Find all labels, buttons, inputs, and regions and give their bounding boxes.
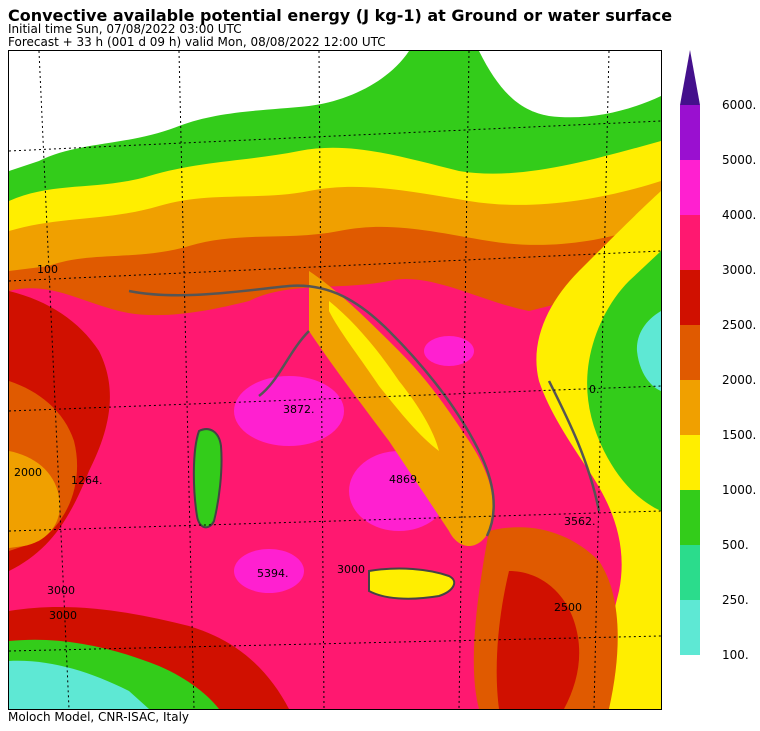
contour-label-2000-west: 2000 bbox=[14, 466, 42, 479]
max-label-5394: 5394. bbox=[257, 567, 289, 580]
contour-label-2500: 2500 bbox=[554, 601, 582, 614]
contour-label-100: 100 bbox=[37, 263, 58, 276]
colorbar-segment-3000 bbox=[680, 215, 700, 270]
chart-title: Convective available potential energy (J… bbox=[8, 6, 673, 25]
colorbar-segment-500 bbox=[680, 490, 700, 545]
colorbar-tick-6000: 6000. bbox=[722, 98, 757, 112]
cape-field: 2000 1264. 3000 3000 3872. 4869. 5394. 3… bbox=[9, 51, 661, 709]
initial-time: Initial time Sun, 07/08/2022 03:00 UTC bbox=[8, 22, 242, 36]
red-area-southeast bbox=[496, 571, 580, 709]
model-credit: Moloch Model, CNR-ISAC, Italy bbox=[8, 710, 190, 724]
colorbar-tick-2500: 2500. bbox=[722, 318, 757, 332]
colorbar bbox=[680, 50, 700, 655]
contour-label-3000-c: 3000 bbox=[337, 563, 365, 576]
colorbar-segment-1000 bbox=[680, 435, 700, 490]
colorbar-tick-500: 500. bbox=[722, 538, 749, 552]
white-area-northeast bbox=[479, 51, 661, 118]
colorbar-segment-5000 bbox=[680, 105, 700, 160]
colorbar-segment-2000 bbox=[680, 325, 700, 380]
peninsula-yellow bbox=[329, 301, 439, 451]
max-label-3562: 3562. bbox=[564, 515, 596, 528]
max-label-4869: 4869. bbox=[389, 473, 421, 486]
colorbar-tick-100: 100. bbox=[722, 648, 749, 662]
cape-map: 2000 1264. 3000 3000 3872. 4869. 5394. 3… bbox=[8, 50, 662, 710]
amber-area-west bbox=[9, 451, 60, 548]
colorbar-tick-2000: 2000. bbox=[722, 373, 757, 387]
colorbar-cap-6000 bbox=[680, 50, 700, 105]
colorbar-tick-1500: 1500. bbox=[722, 428, 757, 442]
colorbar-tick-5000: 5000. bbox=[722, 153, 757, 167]
contour-label-3000-b: 3000 bbox=[49, 609, 77, 622]
magenta-maximum-south bbox=[234, 549, 304, 593]
contour-label-3000-a: 3000 bbox=[47, 584, 75, 597]
colorbar-segment-100 bbox=[680, 600, 700, 655]
max-label-1264: 1264. bbox=[71, 474, 103, 487]
map-labels-group: 2000 1264. 3000 3000 3872. 4869. 5394. 3… bbox=[14, 263, 600, 622]
colorbar-segment-4000 bbox=[680, 160, 700, 215]
forecast-valid-time: Forecast + 33 h (001 d 09 h) valid Mon, … bbox=[8, 35, 386, 49]
colorbar-segment-2500 bbox=[680, 270, 700, 325]
coastline bbox=[128, 284, 601, 537]
colorbar-tick-1000: 1000. bbox=[722, 483, 757, 497]
green-area-east bbox=[587, 251, 661, 511]
colorbar-segment-250 bbox=[680, 545, 700, 600]
cyan-area-south bbox=[9, 660, 149, 709]
magenta-maximum-adriatic bbox=[424, 336, 474, 366]
sicily bbox=[368, 567, 456, 600]
colorbar-tick-3000: 3000. bbox=[722, 263, 757, 277]
colorbar-tick-250: 250. bbox=[722, 593, 749, 607]
max-label-3872: 3872. bbox=[283, 403, 315, 416]
graticule bbox=[9, 51, 661, 709]
min-label-0: 0. bbox=[589, 383, 600, 396]
white-area-north bbox=[9, 51, 409, 171]
colorbar-segment-1500 bbox=[680, 380, 700, 435]
cyan-area-east bbox=[636, 311, 661, 391]
colorbar-tick-4000: 4000. bbox=[722, 208, 757, 222]
sardinia-corsica bbox=[192, 428, 223, 529]
